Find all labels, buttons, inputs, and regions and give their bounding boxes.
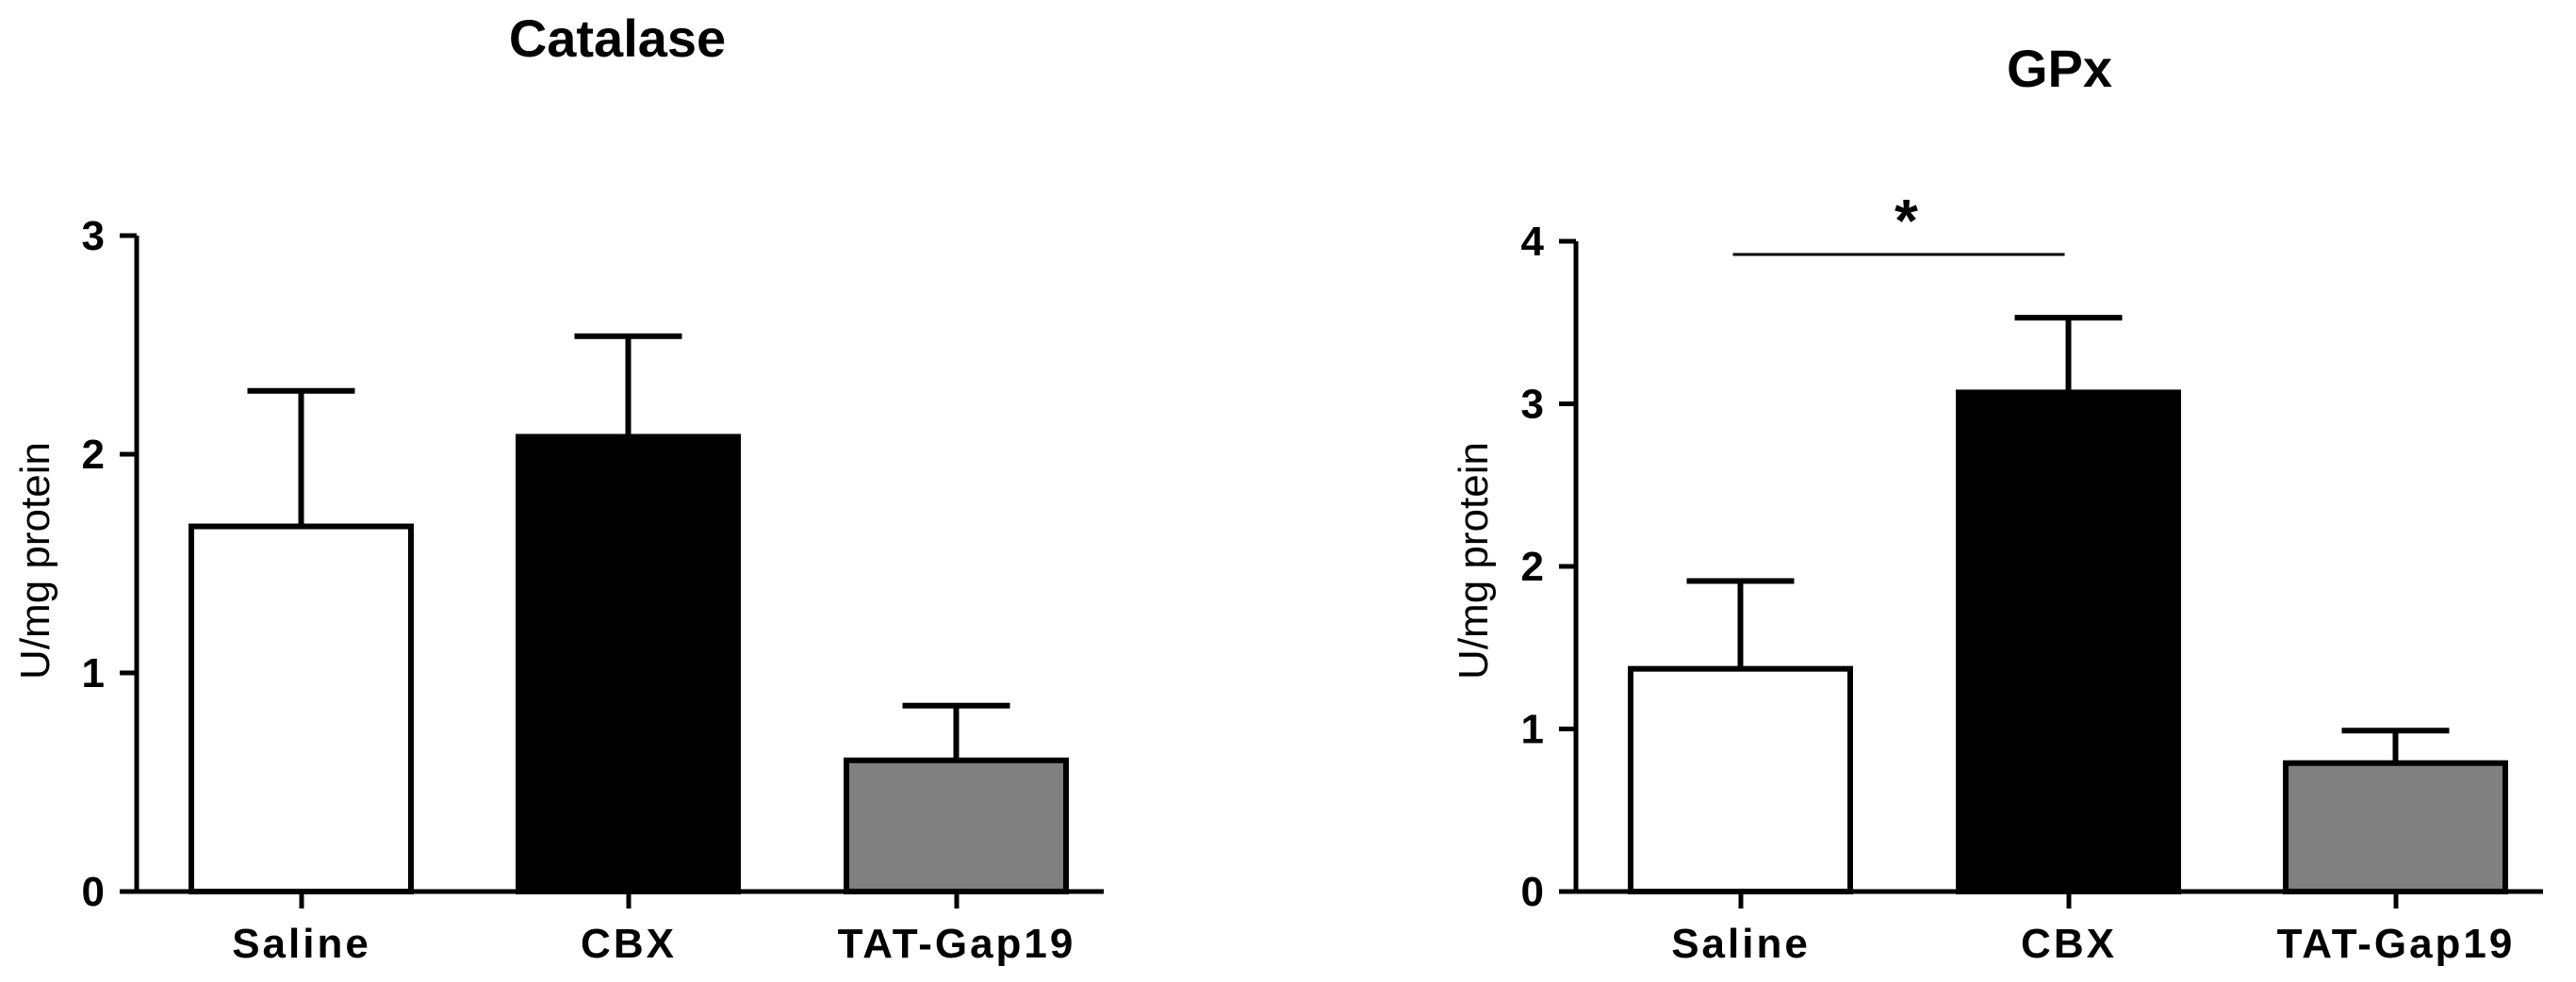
- bar-saline: [189, 523, 414, 894]
- y-tick-label: 3: [1521, 382, 1544, 428]
- significance-marker: *: [1895, 187, 1918, 254]
- y-tick-label: 4: [1521, 219, 1545, 265]
- catalase-chart: Catalase U/mg protein 0 1 2 3 Saline CBX TAT-G…: [12, 8, 1104, 967]
- x-tick-label: TAT-Gap19: [2277, 921, 2516, 967]
- gpx-chart: GPx U/mg protein 0 1 2 3 4 Saline CBX TAT-Gap19…: [1451, 39, 2543, 967]
- y-tick-label: 0: [1521, 869, 1544, 915]
- chart-title: Catalase: [509, 8, 726, 68]
- bar-cbx: [516, 434, 741, 894]
- y-tick-label: 1: [82, 650, 105, 696]
- y-tick-label: 3: [82, 213, 105, 259]
- bar-saline: [1628, 665, 1853, 894]
- bar-cbx: [1956, 389, 2181, 894]
- bar-tat-gap19: [2283, 760, 2508, 894]
- y-tick-label: 1: [1521, 707, 1544, 753]
- bar-tat-gap19: [844, 757, 1069, 894]
- chart-title: GPx: [2007, 39, 2112, 98]
- x-tick-label: CBX: [581, 921, 677, 967]
- y-tick-label: 0: [82, 869, 105, 915]
- x-tick-label: TAT-Gap19: [838, 921, 1076, 967]
- y-axis-label: U/mg protein: [12, 442, 58, 679]
- x-tick-label: Saline: [1671, 921, 1811, 967]
- y-tick-label: 2: [82, 432, 105, 478]
- y-axis-label: U/mg protein: [1451, 442, 1497, 679]
- y-tick-label: 2: [1521, 544, 1544, 590]
- x-tick-label: CBX: [2021, 921, 2117, 967]
- x-tick-label: Saline: [232, 921, 371, 967]
